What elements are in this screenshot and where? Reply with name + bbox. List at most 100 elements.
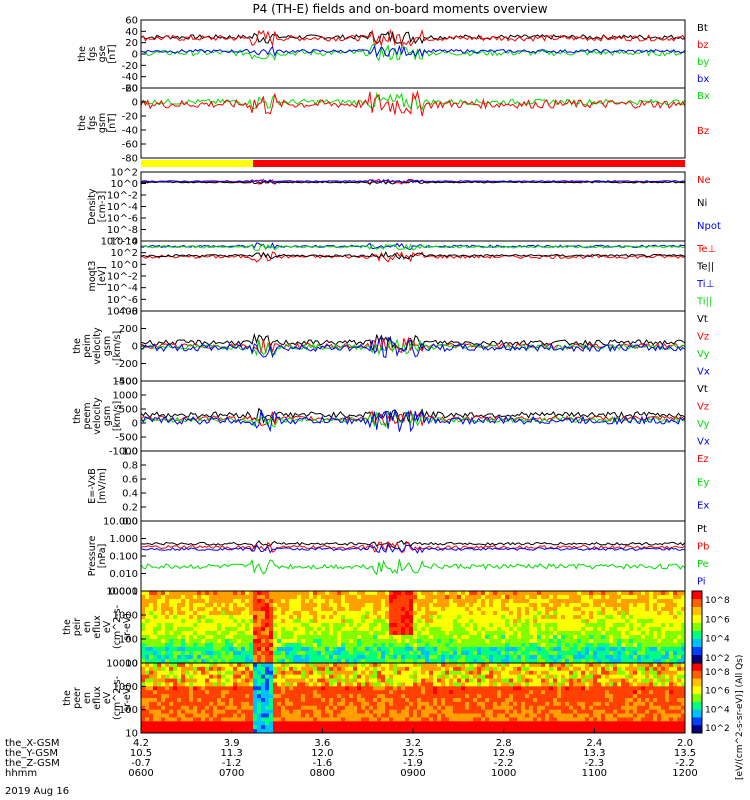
- spectrogram-cell: [597, 694, 602, 699]
- spectrogram-cell: [601, 607, 606, 612]
- spectrogram-cell: [509, 721, 514, 726]
- spectrogram-cell: [273, 701, 278, 707]
- spectrogram-cell: [645, 603, 650, 608]
- spectrogram-cell: [637, 674, 642, 679]
- spectrogram-cell: [485, 635, 490, 640]
- spectrogram-cell: [309, 682, 314, 687]
- spectrogram-cell: [653, 615, 658, 620]
- spectrogram-cell: [329, 709, 334, 714]
- spectrogram-cell: [561, 651, 566, 656]
- y-tick-label: 10000: [106, 587, 138, 598]
- spectrogram-cell: [225, 591, 230, 596]
- spectrogram-cell: [325, 713, 330, 718]
- spectrogram-cell: [349, 619, 354, 624]
- spectrogram-cell: [217, 631, 222, 636]
- y-axis-label: Density: [87, 188, 98, 224]
- spectrogram-cell: [285, 682, 290, 687]
- spectrogram-cell: [477, 663, 482, 668]
- spectrogram-cell: [613, 655, 618, 660]
- spectrogram-cell: [289, 717, 294, 722]
- spectrogram-cell: [169, 627, 174, 632]
- spectrogram-cell: [517, 663, 522, 668]
- spectrogram-cell: [277, 674, 282, 679]
- spectrogram-cell: [573, 705, 578, 710]
- spectrogram-cell: [633, 674, 638, 679]
- spectrogram-cell: [305, 701, 310, 707]
- spectrogram-cell: [421, 655, 426, 660]
- spectrogram-cell: [405, 647, 410, 652]
- spectrogram-cell: [373, 619, 378, 624]
- spectrogram-cell: [501, 666, 506, 672]
- spectrogram-cell: [545, 647, 550, 652]
- spectrogram-cell: [293, 721, 298, 726]
- spectrogram-cell: [401, 615, 406, 620]
- spectrogram-cell: [489, 607, 494, 612]
- spectrogram-cell: [185, 666, 190, 672]
- spectrogram-cell: [553, 627, 558, 632]
- spectrogram-cell: [405, 599, 410, 604]
- spectrogram-cell: [457, 701, 462, 707]
- spectrogram-cell: [481, 713, 486, 718]
- spectrogram-cell: [453, 659, 458, 664]
- spectrogram-cell: [505, 686, 510, 691]
- spectrogram-cell: [273, 647, 278, 652]
- spectrogram-cell: [417, 651, 422, 656]
- spectrogram-cell: [653, 619, 658, 624]
- spectrogram-cell: [509, 663, 514, 668]
- spectrogram-cell: [309, 651, 314, 656]
- spectrogram-cell: [313, 643, 318, 648]
- spectrogram-cell: [221, 623, 226, 628]
- spectrogram-cell: [553, 686, 558, 691]
- spectrogram-cell: [349, 631, 354, 636]
- spectrogram-cell: [357, 698, 362, 703]
- spectrogram-cell: [165, 670, 170, 675]
- spectrogram-cell: [357, 666, 362, 672]
- spectrogram-cell: [501, 725, 506, 730]
- spectrogram-cell: [481, 615, 486, 620]
- spectrogram-cell: [293, 729, 298, 734]
- spectrogram-cell: [341, 701, 346, 707]
- spectrogram-cell: [301, 729, 306, 734]
- spectrogram-cell: [145, 655, 150, 660]
- spectrogram-cell: [277, 659, 282, 664]
- spectrogram-cell: [441, 721, 446, 726]
- spectrogram-cell: [161, 729, 166, 734]
- spectrogram-cell: [141, 603, 146, 608]
- spectrogram-cell: [417, 639, 422, 644]
- panel-frame: [140, 240, 686, 312]
- spectrogram-cell: [405, 591, 410, 596]
- spectrogram-cell: [193, 639, 198, 644]
- spectrogram-cell: [313, 690, 318, 695]
- spectrogram-cell: [277, 599, 282, 604]
- spectrogram-cell: [193, 686, 198, 691]
- spectrogram-cell: [365, 694, 370, 699]
- spectrogram-cell: [345, 705, 350, 710]
- spectrogram-cell: [237, 713, 242, 718]
- spectrogram-cell: [189, 591, 194, 596]
- spectrogram-cell: [641, 615, 646, 620]
- spectrogram-cell: [157, 599, 162, 604]
- spectrogram-cell: [617, 666, 622, 672]
- spectrogram-cell: [453, 725, 458, 730]
- spectrogram-cell: [589, 643, 594, 648]
- spectrogram-cell: [409, 603, 414, 608]
- spectrogram-cell: [261, 615, 266, 620]
- spectrogram-cell: [429, 690, 434, 695]
- spectrogram-cell: [381, 631, 386, 636]
- spectrogram-cell: [461, 670, 466, 675]
- spectrogram-cell: [397, 591, 402, 596]
- spectrogram-cell: [201, 701, 206, 707]
- spectrogram-cell: [181, 694, 186, 699]
- spectrogram-cell: [201, 721, 206, 726]
- spectrogram-cell: [453, 682, 458, 687]
- spectrogram-cell: [233, 690, 238, 695]
- spectrogram-cell: [497, 729, 502, 734]
- spectrogram-cell: [549, 721, 554, 726]
- spectrogram-cell: [169, 591, 174, 596]
- spectrogram-cell: [629, 663, 634, 668]
- spectrogram-cell: [509, 694, 514, 699]
- spectrogram-cell: [389, 623, 394, 628]
- spectrogram-cell: [473, 659, 478, 664]
- spectrogram-cell: [209, 686, 214, 691]
- spectrogram-cell: [505, 666, 510, 672]
